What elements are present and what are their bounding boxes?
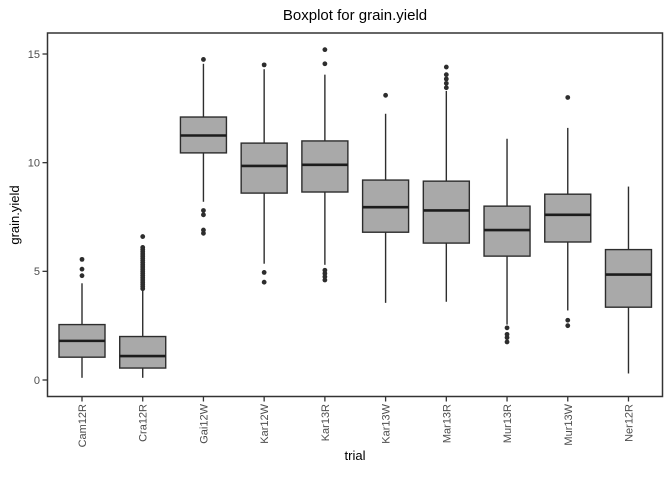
x-tick-label: Kar13W	[381, 403, 393, 443]
outlier-point	[565, 95, 571, 100]
panel-border	[46, 32, 664, 398]
outlier-point	[565, 323, 571, 329]
outlier-point	[443, 64, 449, 70]
x-tick-label: Mur13W	[563, 403, 575, 445]
outlier-point	[443, 76, 449, 82]
outlier-point	[79, 273, 85, 279]
outlier-point	[261, 62, 267, 68]
x-tick-label: Mur13R	[502, 404, 514, 443]
outlier-point	[201, 57, 206, 62]
outlier-point	[201, 208, 206, 213]
y-tick-label: 10	[28, 157, 40, 169]
box-iqr	[240, 142, 288, 194]
box-iqr	[604, 248, 653, 308]
outlier-point	[504, 339, 510, 345]
outlier-point	[322, 267, 328, 273]
x-tick-label: Kar12W	[259, 403, 271, 443]
x-tick-label: Kar13R	[320, 404, 332, 441]
x-tick-label: Cra12R	[138, 404, 150, 442]
x-axis-title: trial	[344, 448, 366, 463]
y-tick-label: 5	[34, 266, 40, 278]
x-tick-label: Cam12R	[77, 404, 89, 447]
box-iqr	[301, 140, 349, 193]
outlier-point	[322, 61, 328, 67]
outlier-point	[79, 266, 85, 272]
outlier-point	[79, 256, 85, 262]
outlier-point	[504, 325, 510, 331]
box-iqr	[544, 193, 592, 243]
outlier-point	[140, 234, 146, 239]
outlier-point	[443, 72, 449, 78]
chart-title: Boxplot for grain.yield	[282, 7, 428, 24]
outlier-point	[140, 245, 146, 250]
outlier-point	[201, 212, 206, 218]
outlier-point	[201, 227, 206, 233]
box-iqr	[422, 180, 471, 244]
x-tick-label: Ner12R	[623, 404, 635, 442]
box-iqr	[119, 335, 167, 369]
x-tick-label: Gai12W	[198, 403, 210, 443]
outlier-point	[261, 279, 267, 285]
outlier-point	[261, 270, 267, 275]
outlier-point	[443, 85, 449, 91]
outlier-point	[383, 92, 388, 98]
y-tick-label: 0	[34, 375, 40, 387]
outlier-point	[322, 47, 328, 53]
outlier-point	[504, 331, 510, 337]
outlier-point	[443, 80, 449, 86]
outlier-point	[565, 317, 571, 323]
y-tick-label: 15	[28, 49, 40, 61]
x-tick-label: Mar13R	[441, 404, 453, 443]
